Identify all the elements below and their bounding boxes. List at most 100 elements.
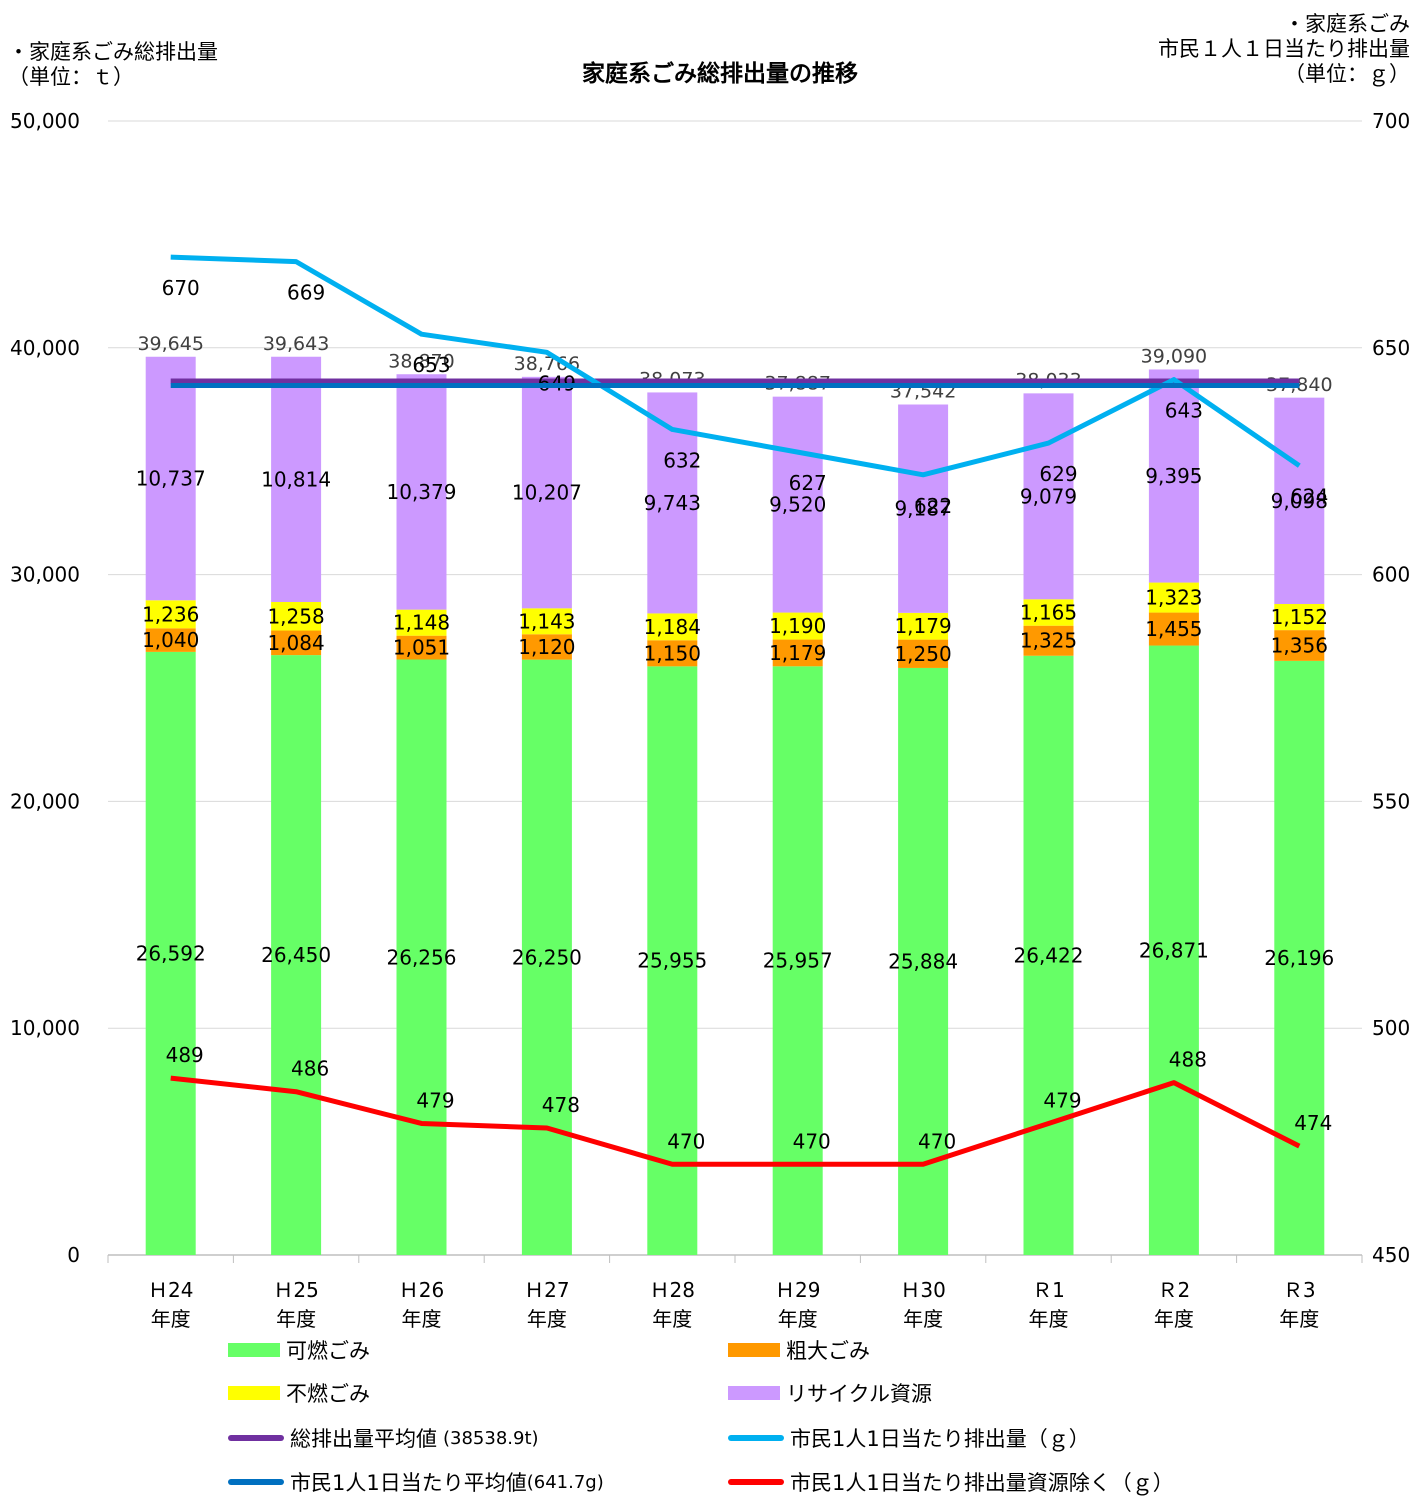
- legend-swatch-per-capita-avg: [228, 1479, 284, 1485]
- bar-incombustible: [1023, 599, 1074, 626]
- point-label-per_capita_ex: 479: [416, 1088, 454, 1112]
- point-label-per_capita: 670: [162, 276, 200, 300]
- bar-bulky: [145, 628, 196, 652]
- bar-recycle: [1274, 397, 1325, 604]
- bar-bulky: [898, 639, 949, 668]
- bar-bulky: [1023, 625, 1074, 656]
- legend-item-incombustible: 不燃ごみ: [228, 1378, 370, 1408]
- data-label-combustible: 25,957: [763, 949, 833, 973]
- legend-item-combustible: 可燃ごみ: [228, 1335, 370, 1365]
- bar-incombustible: [1148, 582, 1199, 613]
- x-tick-label-year: 年度: [402, 1307, 442, 1331]
- data-label-combustible: 26,250: [512, 945, 582, 969]
- data-label-bulky: 1,325: [1020, 629, 1077, 653]
- right-axis-tick-label: 450: [1372, 1243, 1410, 1267]
- legend-swatch-avg-total: [228, 1435, 284, 1441]
- bar-recycle: [898, 404, 949, 613]
- point-label-per_capita: 627: [789, 471, 827, 495]
- total-label: 39,645: [137, 333, 203, 355]
- point-label-per_capita_ex: 478: [542, 1093, 580, 1117]
- x-tick-label: Ｈ25: [273, 1278, 318, 1302]
- x-tick-label: Ｈ30: [900, 1278, 945, 1302]
- point-label-per_capita: 629: [1039, 462, 1077, 486]
- left-axis-tick-label: 50,000: [10, 109, 80, 133]
- legend-label-per-capita-avg-suffix: (641.7g): [526, 1471, 604, 1493]
- left-axis-tick-label: 30,000: [10, 563, 80, 587]
- legend: 可燃ごみ 粗大ごみ 不燃ごみ リサイクル資源 総排出量平均値 (38538.9t…: [228, 1330, 1328, 1495]
- x-tick-label-year: 年度: [276, 1307, 316, 1331]
- right-axis-tick-label: 650: [1372, 336, 1410, 360]
- bar-bulky: [1274, 630, 1325, 661]
- left-axis-tick-label: 40,000: [10, 336, 80, 360]
- x-tick-label-year: 年度: [778, 1307, 818, 1331]
- data-label-recycle: 9,395: [1145, 464, 1202, 488]
- bar-bulky: [271, 630, 322, 656]
- point-label-per_capita_ex: 470: [667, 1129, 705, 1153]
- data-label-combustible: 26,450: [261, 943, 331, 967]
- data-label-bulky: 1,455: [1145, 617, 1202, 641]
- data-label-bulky: 1,356: [1271, 633, 1328, 657]
- left-axis-tick-label: 20,000: [10, 789, 80, 813]
- bar-incombustible: [145, 600, 196, 629]
- data-label-combustible: 26,871: [1139, 938, 1209, 962]
- legend-swatch-recycle: [728, 1386, 780, 1400]
- bar-combustible: [1274, 660, 1325, 1255]
- bar-incombustible: [772, 612, 823, 640]
- legend-label-combustible: 可燃ごみ: [286, 1339, 370, 1363]
- total-label: 38,766: [514, 353, 580, 375]
- bar-recycle: [396, 374, 447, 610]
- data-label-combustible: 26,196: [1264, 946, 1334, 970]
- data-label-recycle: 10,379: [387, 480, 457, 504]
- legend-swatch-per-capita-ex: [728, 1479, 784, 1485]
- legend-label-per-capita-avg: 市民1人1日当たり平均値: [290, 1471, 527, 1495]
- bar-bulky: [647, 640, 698, 667]
- point-label-per_capita: 669: [287, 281, 325, 305]
- data-label-recycle: 9,187: [894, 497, 951, 521]
- bar-recycle: [145, 356, 196, 601]
- legend-swatch-bulky: [728, 1343, 780, 1357]
- legend-item-per-capita-ex: 市民1人1日当たり排出量資源除く（ｇ）: [728, 1467, 1174, 1497]
- data-label-incombustible: 1,258: [267, 604, 324, 628]
- point-label-per_capita_ex: 470: [918, 1129, 956, 1153]
- point-label-per_capita_ex: 479: [1043, 1088, 1081, 1112]
- bar-incombustible: [271, 601, 322, 631]
- data-label-recycle: 9,743: [644, 491, 701, 515]
- data-label-bulky: 1,120: [518, 635, 575, 659]
- bar-recycle: [521, 376, 572, 609]
- x-tick-label-year: 年度: [903, 1307, 943, 1331]
- legend-swatch-incombustible: [228, 1386, 280, 1400]
- data-label-combustible: 26,256: [387, 945, 457, 969]
- data-label-incombustible: 1,143: [518, 609, 575, 633]
- bar-bulky: [521, 634, 572, 660]
- bar-combustible: [521, 659, 572, 1255]
- data-label-incombustible: 1,165: [1020, 600, 1077, 624]
- left-axis-tick-label: 0: [67, 1243, 80, 1267]
- legend-label-avg-total: 総排出量平均値: [290, 1427, 437, 1451]
- bar-combustible: [772, 666, 823, 1255]
- data-label-combustible: 25,955: [637, 949, 707, 973]
- point-label-per_capita: 643: [1165, 399, 1203, 423]
- right-axis-tick-label: 700: [1372, 109, 1410, 133]
- data-label-incombustible: 1,184: [644, 615, 701, 639]
- plot-area: 0 10,000 20,000 30,000 40,000 50,000 450 500 550…: [10, 109, 1410, 1331]
- line-per_capita: [170, 254, 1301, 478]
- x-tick-label: Ｈ24: [148, 1278, 193, 1302]
- x-tick-label-year: 年度: [527, 1307, 567, 1331]
- data-label-incombustible: 1,323: [1145, 586, 1202, 610]
- left-axis-tick-label: 10,000: [10, 1016, 80, 1040]
- data-label-bulky: 1,179: [769, 641, 826, 665]
- bar-incombustible: [647, 613, 698, 641]
- x-tick-label: Ｈ26: [399, 1278, 444, 1302]
- legend-label-per-capita: 市民1人1日当たり排出量（ｇ）: [790, 1427, 1090, 1451]
- bar-combustible: [145, 651, 196, 1255]
- x-tick-label: Ｈ28: [650, 1278, 695, 1302]
- line-per_capita_ex: [170, 1075, 1301, 1167]
- point-label-per_capita_ex: 470: [793, 1129, 831, 1153]
- point-label-per_capita: 653: [412, 353, 450, 377]
- point-label-per_capita: 624: [1290, 485, 1328, 509]
- x-tick-label-year: 年度: [1154, 1307, 1194, 1331]
- bar-bulky: [1148, 612, 1199, 646]
- bar-combustible: [396, 659, 447, 1255]
- data-label-recycle: 10,737: [136, 467, 206, 491]
